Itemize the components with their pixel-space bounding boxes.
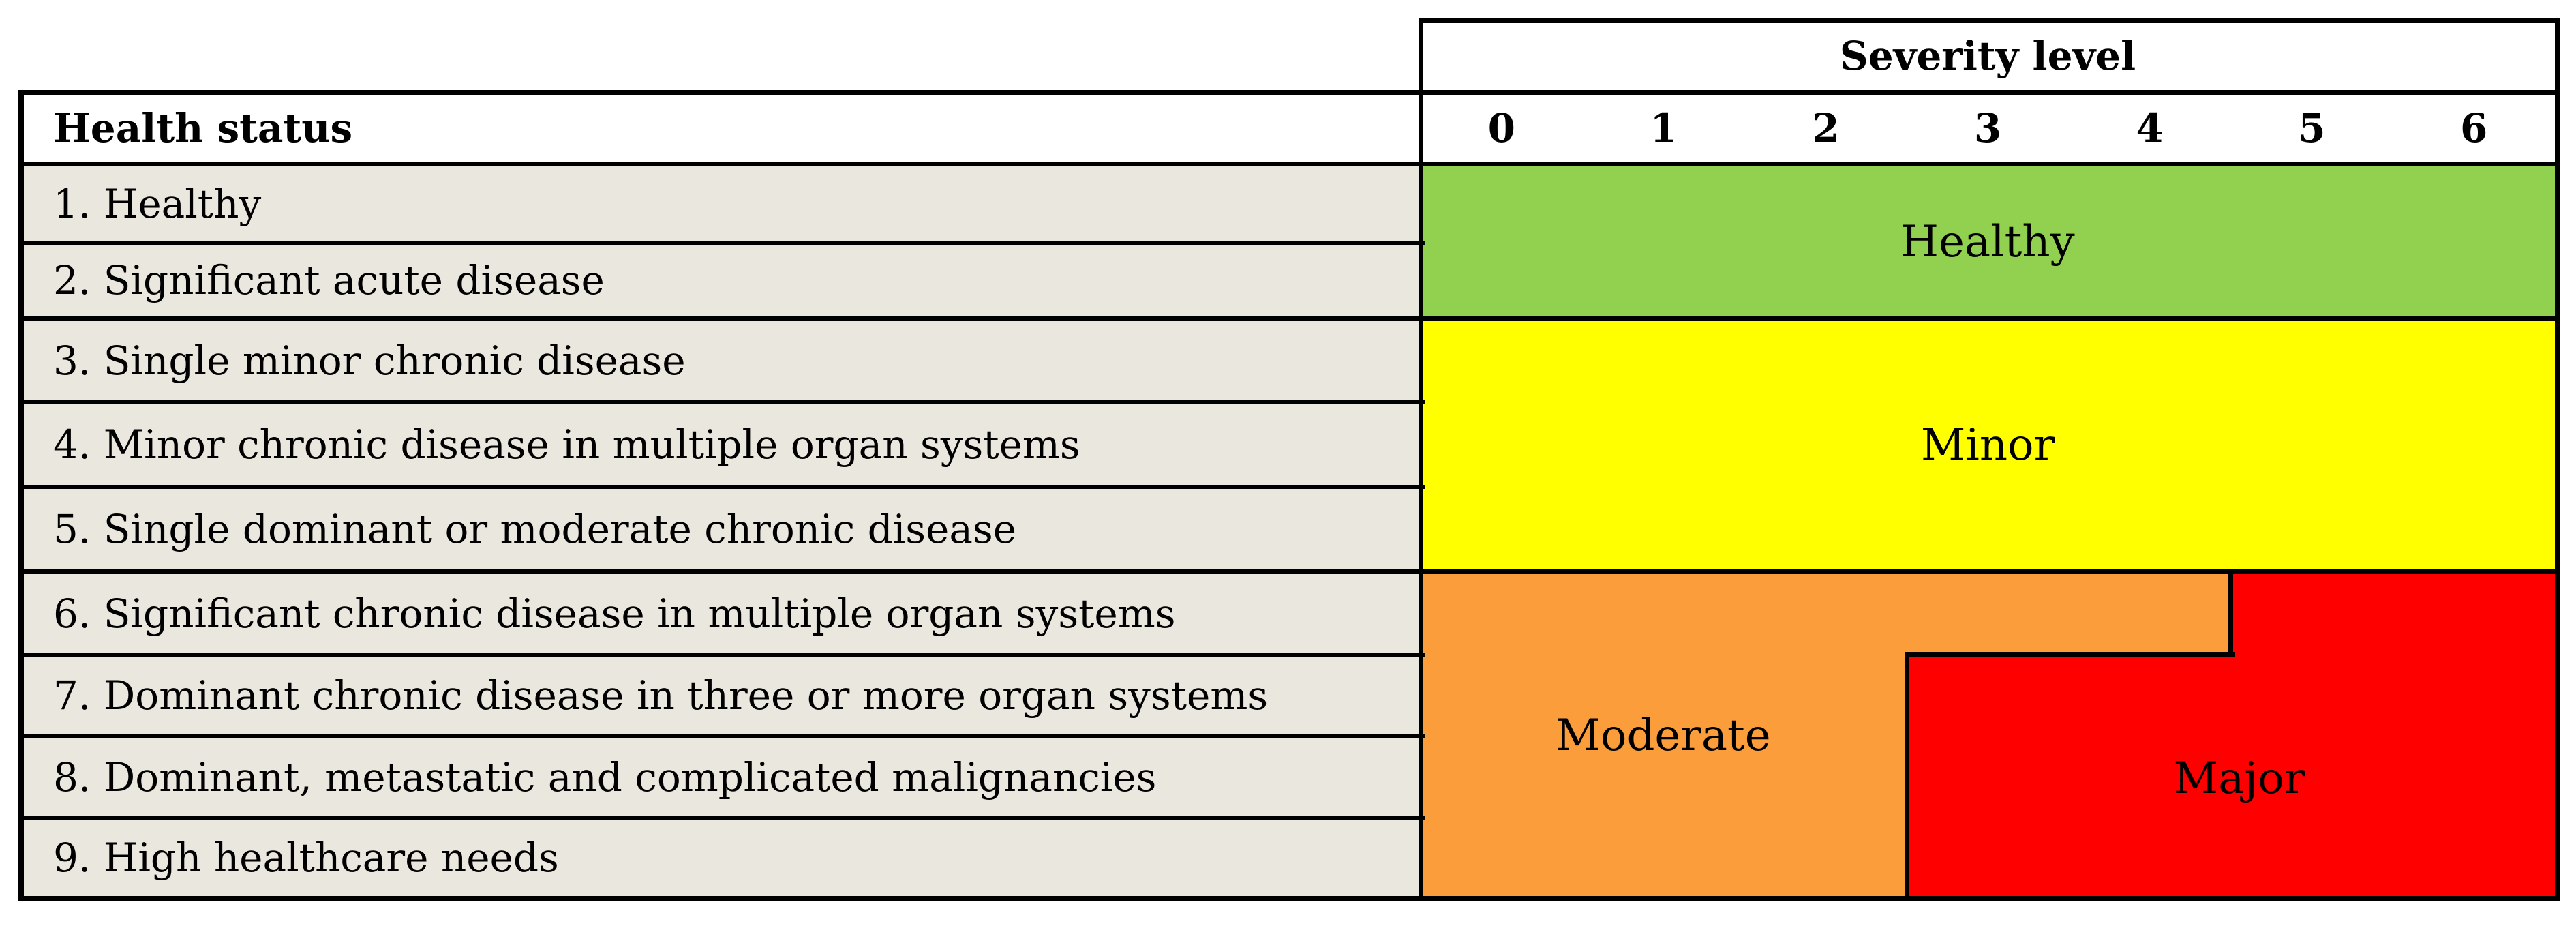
- health-row-6: 6. Significant chronic disease in multip…: [53, 590, 1176, 637]
- health-row-1: 1. Healthy: [53, 180, 262, 227]
- severity-tick-0: 0: [1487, 104, 1516, 151]
- severity-ticks-row: 0 1 2 3 4 5 6: [1421, 92, 2555, 164]
- grid-line: [20, 734, 1425, 738]
- health-row-8: 8. Dominant, metastatic and complicated …: [53, 753, 1157, 801]
- healthy-region-label: Healthy: [1900, 217, 2075, 267]
- grid-line: [20, 316, 2560, 321]
- health-row-9: 9. High healthcare needs: [53, 835, 559, 881]
- grid-line: [20, 485, 1425, 489]
- major-region-upper: [2230, 571, 2555, 657]
- grid-line: [1421, 18, 2560, 23]
- grid-line: [1905, 652, 1909, 899]
- severity-level-header: Severity level: [1839, 33, 2136, 79]
- grid-line: [1419, 18, 1423, 901]
- major-region-label: Major: [2173, 753, 2305, 804]
- severity-tick-5: 5: [2298, 104, 2326, 151]
- health-row-5: 5. Single dominant or moderate chronic d…: [53, 505, 1017, 552]
- grid-line: [20, 400, 1425, 404]
- grid-line: [20, 241, 1425, 245]
- grid-line: [20, 162, 2560, 166]
- health-status-rows-background: [20, 164, 1421, 899]
- healthy-region: [1421, 164, 2555, 318]
- severity-tick-2: 2: [1812, 104, 1840, 151]
- health-row-2: 2. Significant acute disease: [53, 257, 605, 303]
- grid-line: [2555, 18, 2560, 901]
- grid-line: [20, 816, 1425, 820]
- minor-region-label: Minor: [1920, 420, 2055, 471]
- moderate-region-label: Moderate: [1556, 711, 1771, 761]
- health-status-header: Health status: [53, 105, 353, 151]
- grid-line: [18, 90, 24, 901]
- grid-line: [2228, 571, 2233, 657]
- minor-region: [1421, 318, 2555, 571]
- severity-tick-4: 4: [2136, 104, 2164, 151]
- grid-line: [20, 569, 2560, 574]
- health-row-3: 3. Single minor chronic disease: [53, 338, 686, 384]
- severity-tick-6: 6: [2459, 104, 2488, 151]
- major-region-lower: [1907, 655, 2555, 899]
- grid-line: [20, 90, 2560, 95]
- health-row-4: 4. Minor chronic disease in multiple org…: [53, 421, 1080, 468]
- severity-tick-3: 3: [1973, 104, 2002, 151]
- grid-line: [20, 896, 2560, 901]
- severity-tick-1: 1: [1650, 104, 1678, 151]
- grid-line: [20, 653, 1425, 657]
- grid-line: [1907, 652, 2235, 657]
- health-row-7: 7. Dominant chronic disease in three or …: [53, 672, 1269, 719]
